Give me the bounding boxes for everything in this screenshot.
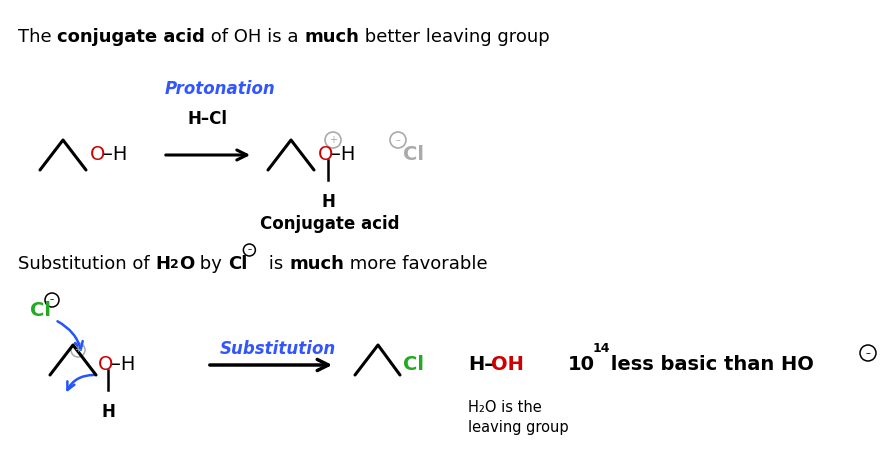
Text: more favorable: more favorable [345,255,488,273]
Text: 10: 10 [568,355,595,375]
Text: +: + [329,135,337,145]
Text: leaving group: leaving group [468,420,569,435]
Text: better leaving group: better leaving group [360,28,550,46]
Text: Cl: Cl [403,355,424,375]
Text: –H: –H [111,355,136,375]
Text: H–: H– [468,355,494,375]
Text: less basic than HO: less basic than HO [604,355,814,375]
Text: Conjugate acid: Conjugate acid [260,215,400,233]
Text: 2: 2 [170,258,179,271]
Text: Substitution of: Substitution of [18,255,155,273]
FancyArrowPatch shape [67,375,94,390]
Text: Cl: Cl [30,300,51,320]
Text: Substitution: Substitution [220,340,337,358]
Text: Cl: Cl [403,146,424,164]
Text: much: much [290,255,345,273]
Text: by: by [194,255,228,273]
Text: The: The [18,28,58,46]
Text: –: – [50,296,54,305]
Text: O: O [318,146,333,164]
Text: 14: 14 [593,342,610,354]
Text: –: – [247,245,252,254]
Text: OH: OH [491,355,524,375]
Text: O: O [179,255,194,273]
Text: H₂O is the: H₂O is the [468,400,541,415]
FancyArrowPatch shape [58,321,82,350]
Text: Protonation: Protonation [165,80,276,98]
Text: H–Cl: H–Cl [188,110,228,128]
Text: –H: –H [331,146,355,164]
Text: O: O [90,146,105,164]
Text: Cl: Cl [228,255,247,273]
Text: O: O [98,355,113,375]
Text: of OH is a: of OH is a [206,28,305,46]
Text: much: much [305,28,360,46]
Text: H: H [321,193,335,211]
Text: H: H [155,255,170,273]
Text: H: H [101,403,115,421]
Text: –: – [395,135,400,145]
Text: conjugate acid: conjugate acid [58,28,206,46]
Text: is: is [263,255,290,273]
Text: +: + [74,345,82,354]
Text: –: – [866,348,870,358]
Text: –H: –H [103,146,128,164]
